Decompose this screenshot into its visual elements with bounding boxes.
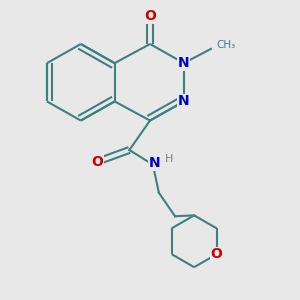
Text: N: N <box>148 156 160 170</box>
Text: O: O <box>211 247 223 261</box>
Text: N: N <box>178 56 190 70</box>
Text: N: N <box>178 94 190 108</box>
Text: O: O <box>144 9 156 23</box>
Text: CH₃: CH₃ <box>216 40 236 50</box>
Text: H: H <box>165 154 173 164</box>
Text: O: O <box>91 155 103 169</box>
